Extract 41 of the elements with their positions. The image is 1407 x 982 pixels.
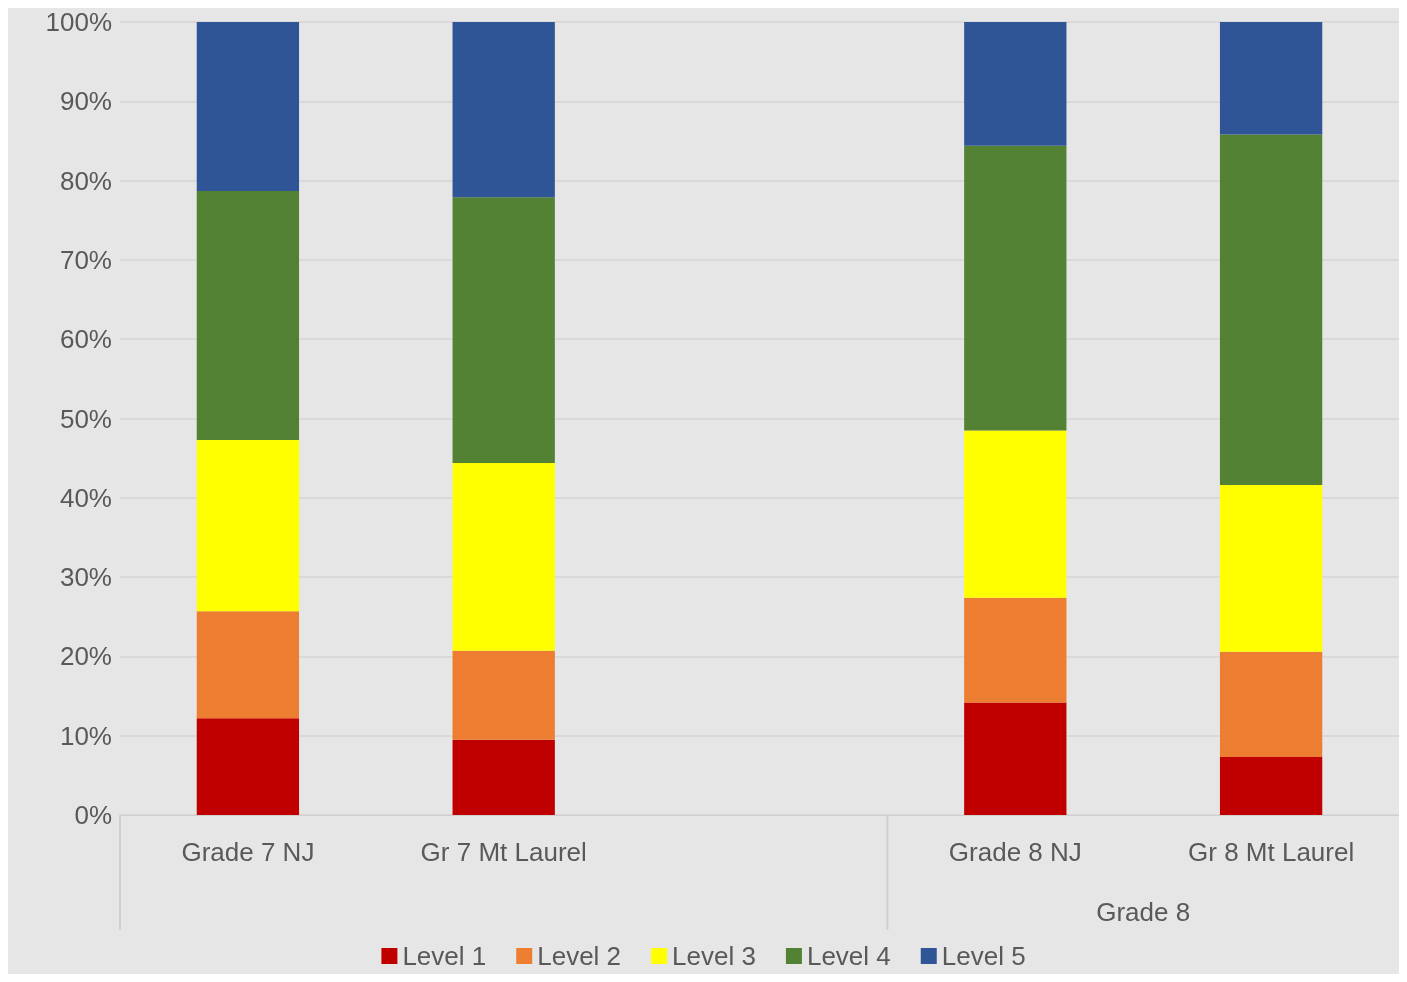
y-tick-label: 10% (59, 720, 112, 751)
y-tick-label: 90% (59, 86, 112, 117)
x-tick-label: Gr 8 Mt Laurel (1188, 837, 1355, 867)
x-tick-label: Gr 7 Mt Laurel (420, 837, 587, 867)
bar (452, 739, 555, 815)
x-tick-label: Grade 7 NJ (181, 837, 315, 867)
y-tick-label: 60% (59, 324, 112, 355)
bar (452, 197, 555, 463)
bar (196, 190, 300, 440)
bar (196, 439, 300, 612)
bar (964, 430, 1067, 598)
legend-label: Level 2 (537, 941, 622, 971)
bar (964, 145, 1067, 431)
bar (964, 22, 1067, 146)
bar (452, 462, 555, 651)
legend-label: Level 5 (941, 941, 1026, 971)
legend-label: Level 4 (806, 941, 891, 971)
bar (1219, 22, 1323, 135)
bar (1219, 485, 1323, 652)
x-tick-label: Grade 8 NJ (948, 837, 1082, 867)
y-tick-label: 70% (59, 244, 112, 275)
bar (1219, 757, 1323, 815)
y-tick-label: 100% (45, 7, 112, 37)
legend-label: Level 1 (402, 941, 487, 971)
legend-label: Level 3 (672, 941, 756, 971)
bar (196, 611, 300, 719)
text: Grade 8 (1096, 897, 1191, 927)
bar (452, 650, 555, 740)
y-tick-label: 30% (59, 562, 112, 593)
bar (196, 22, 300, 191)
y-tick-label: 0% (74, 800, 112, 830)
bar (1219, 134, 1323, 486)
y-tick-label: 80% (59, 165, 112, 196)
y-tick-label: 50% (59, 403, 112, 434)
bar (964, 702, 1067, 815)
bar (452, 22, 555, 198)
bar (196, 718, 300, 815)
y-tick-label: 20% (59, 641, 112, 672)
bar (1219, 651, 1323, 758)
y-tick-label: 40% (59, 482, 112, 513)
bar (964, 597, 1067, 703)
